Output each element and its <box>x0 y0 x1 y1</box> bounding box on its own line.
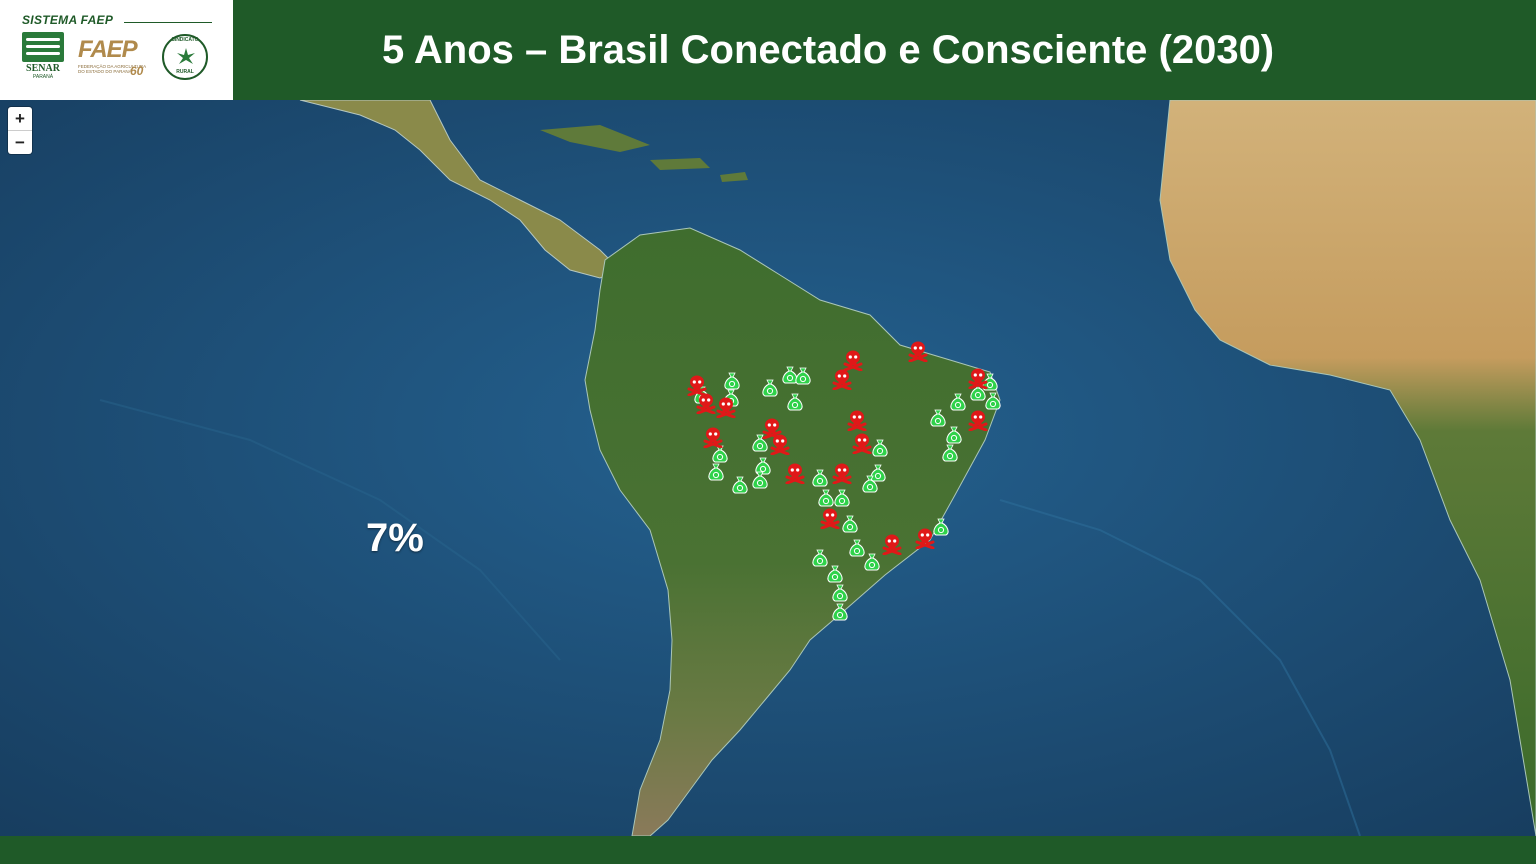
money-bag-icon[interactable] <box>948 392 968 412</box>
skull-crossbones-icon[interactable] <box>784 462 806 484</box>
money-bag-icon[interactable] <box>868 463 888 483</box>
percentage-label: 7% <box>366 516 424 560</box>
money-bag-icon[interactable] <box>840 514 860 534</box>
skull-crossbones-icon[interactable] <box>881 533 903 555</box>
system-label-rule <box>124 22 212 23</box>
money-bag-icon[interactable] <box>862 552 882 572</box>
money-bag-icon[interactable] <box>931 517 951 537</box>
money-bag-icon[interactable] <box>793 366 813 386</box>
money-bag-icon[interactable] <box>730 475 750 495</box>
money-bag-icon[interactable] <box>830 602 850 622</box>
faep-logo-sub: FEDERAÇÃO DA AGRICULTURA DO ESTADO DO PA… <box>78 64 146 74</box>
skull-crossbones-icon[interactable] <box>907 340 929 362</box>
sindicato-label-bottom: RURAL <box>176 69 194 75</box>
footer-bar <box>0 836 1536 864</box>
skull-crossbones-icon[interactable] <box>695 392 717 414</box>
money-bag-icon[interactable] <box>983 391 1003 411</box>
logo-panel: SISTEMA FAEP SENAR PARANÁ FAEP FEDERAÇÃO… <box>0 0 233 100</box>
skull-crossbones-icon[interactable] <box>846 409 868 431</box>
zoom-in-button[interactable]: + <box>8 107 32 131</box>
skull-crossbones-icon[interactable] <box>769 433 791 455</box>
satellite-map[interactable]: + − 7% <box>0 100 1536 836</box>
skull-crossbones-icon[interactable] <box>819 507 841 529</box>
central-america-landmass <box>299 100 621 279</box>
skull-crossbones-icon[interactable] <box>851 432 873 454</box>
south-america-landmass <box>584 227 1001 836</box>
money-bag-icon[interactable] <box>810 468 830 488</box>
money-bag-icon[interactable] <box>847 538 867 558</box>
money-bag-icon[interactable] <box>830 583 850 603</box>
faep-anniversary: 60 <box>130 64 144 78</box>
skull-crossbones-icon[interactable] <box>967 409 989 431</box>
money-bag-icon[interactable] <box>722 371 742 391</box>
faep-logo-name: FAEP <box>78 36 138 63</box>
senar-logo-sub: PARANÁ <box>32 74 54 80</box>
sindicato-label-top: SINDICATO <box>171 37 199 43</box>
skull-crossbones-icon[interactable] <box>702 426 724 448</box>
skull-crossbones-icon[interactable] <box>715 396 737 418</box>
money-bag-icon[interactable] <box>760 378 780 398</box>
senar-wheat-icon <box>22 32 64 62</box>
money-bag-icon[interactable] <box>860 474 880 494</box>
money-bag-icon[interactable] <box>750 470 770 490</box>
money-bag-icon[interactable] <box>816 488 836 508</box>
senar-logo-name: SENAR <box>26 63 60 74</box>
skull-crossbones-icon[interactable] <box>842 349 864 371</box>
sindicato-rural-logo: SINDICATO RURAL <box>162 34 208 80</box>
money-bag-icon[interactable] <box>944 425 964 445</box>
money-bag-icon[interactable] <box>750 433 770 453</box>
skull-crossbones-icon[interactable] <box>914 527 936 549</box>
system-label: SISTEMA FAEP <box>22 13 114 27</box>
money-bag-icon[interactable] <box>785 392 805 412</box>
skull-crossbones-icon[interactable] <box>686 374 708 396</box>
zoom-out-button[interactable]: − <box>15 133 25 152</box>
money-bag-icon[interactable] <box>753 456 773 476</box>
africa-landmass <box>1159 100 1536 836</box>
money-bag-icon[interactable] <box>832 488 852 508</box>
money-bag-icon[interactable] <box>706 462 726 482</box>
money-bag-icon[interactable] <box>940 443 960 463</box>
money-bag-icon[interactable] <box>928 408 948 428</box>
money-bag-icon[interactable] <box>810 548 830 568</box>
skull-crossbones-icon[interactable] <box>967 367 989 389</box>
skull-crossbones-icon[interactable] <box>831 368 853 390</box>
faep-logo: FAEP FEDERAÇÃO DA AGRICULTURA DO ESTADO … <box>78 36 150 80</box>
zoom-control: + − <box>8 107 32 154</box>
caribbean-islands <box>540 125 748 182</box>
money-bag-icon[interactable] <box>780 365 800 385</box>
leaf-icon <box>177 48 195 64</box>
senar-logo: SENAR PARANÁ <box>22 32 64 80</box>
money-bag-icon[interactable] <box>870 438 890 458</box>
money-bag-icon[interactable] <box>825 564 845 584</box>
page-title: 5 Anos – Brasil Conectado e Consciente (… <box>382 28 1275 72</box>
header: SISTEMA FAEP SENAR PARANÁ FAEP FEDERAÇÃO… <box>0 0 1536 100</box>
skull-crossbones-icon[interactable] <box>831 462 853 484</box>
